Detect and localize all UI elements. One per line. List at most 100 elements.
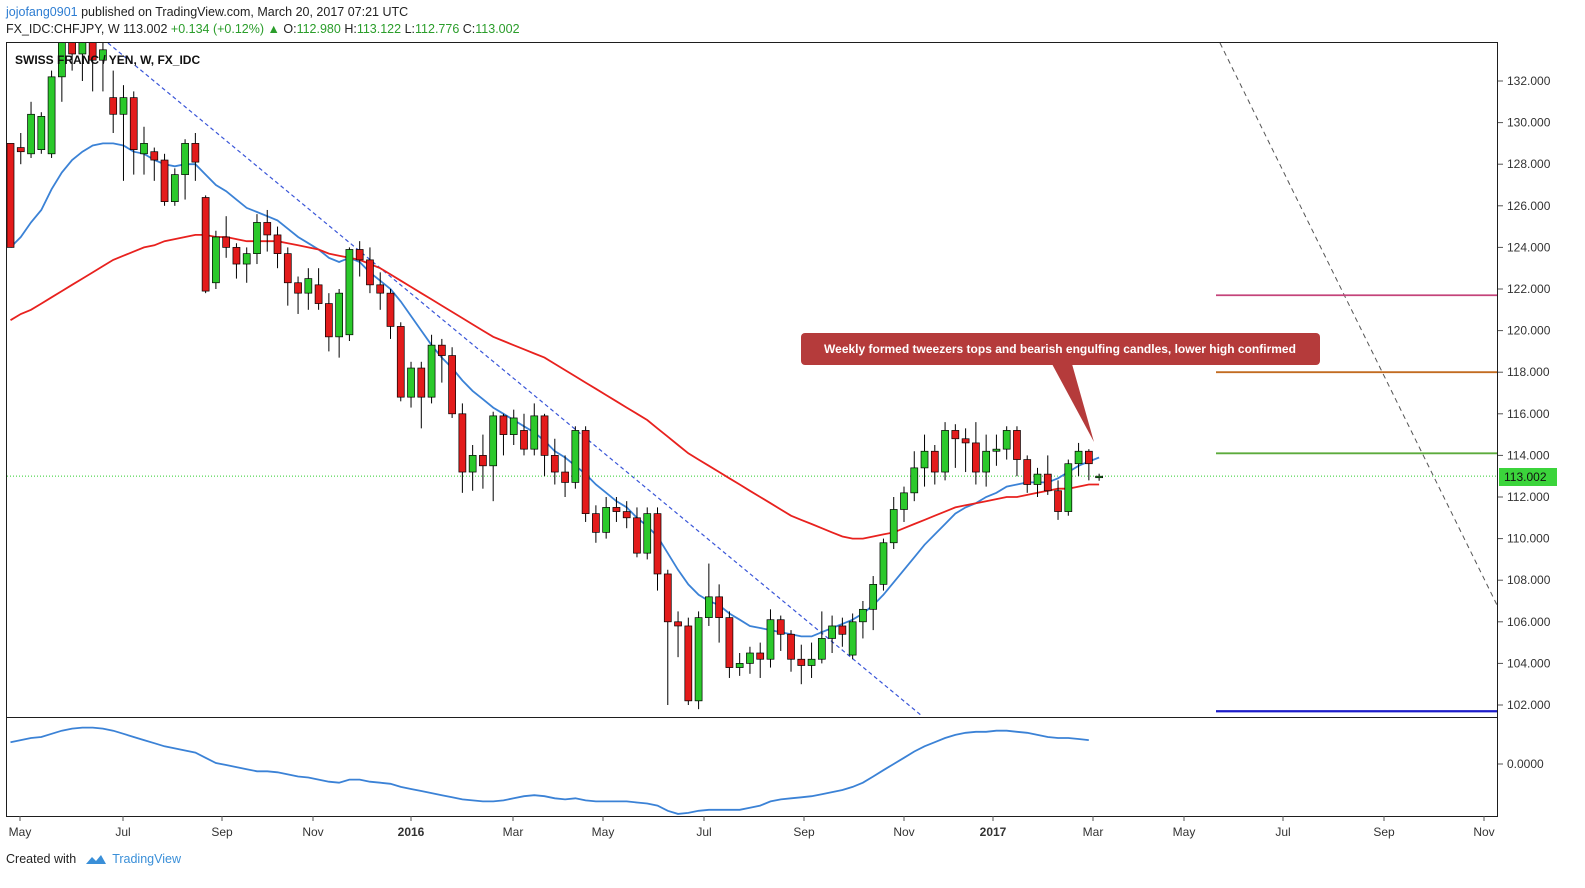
candle-body [643, 513, 652, 554]
time-axis-label: Mar [1083, 825, 1104, 839]
candle-body [561, 471, 569, 483]
price-axis-label: 106.000 [1507, 615, 1551, 629]
candle-body [283, 253, 292, 284]
candle-body [612, 507, 621, 512]
candle [417, 361, 426, 429]
candle [705, 563, 713, 626]
candle [653, 507, 662, 591]
up-arrow-icon: ▲ [267, 22, 280, 36]
close-value: 113.002 [475, 22, 520, 36]
callout-box[interactable] [801, 333, 1320, 365]
candle-body [99, 49, 107, 61]
candle-body [407, 367, 415, 398]
candle [910, 451, 919, 502]
high-label: H: [344, 22, 357, 36]
candle [848, 613, 857, 660]
candle [941, 422, 949, 481]
candle-body [1074, 450, 1083, 465]
candle-body [16, 147, 25, 153]
candle-body [448, 355, 456, 415]
candle [37, 112, 46, 154]
candle [694, 611, 703, 710]
low-label: L: [404, 22, 416, 36]
candle-body [920, 450, 929, 469]
change-value: +0.134 (+0.12%) [170, 22, 265, 36]
candle-body [489, 415, 498, 467]
candle-body [140, 143, 148, 155]
slow-moving-average-line [10, 233, 1100, 540]
candle [386, 289, 395, 339]
time-axis-label: May [1173, 825, 1196, 839]
candle-body [550, 455, 559, 473]
candle-body [1023, 459, 1032, 485]
high-value: 113.122 [356, 22, 402, 36]
time-axis-label: Nov [1473, 825, 1494, 839]
candle [376, 272, 385, 310]
pane-separator[interactable] [6, 717, 1498, 718]
candle-body [37, 116, 46, 150]
candle [325, 293, 333, 352]
candle-body [992, 448, 1001, 452]
candle-body [674, 621, 682, 627]
created-with-label: Created with [6, 852, 77, 866]
candle-body [684, 625, 693, 702]
candle [674, 611, 682, 658]
candle [715, 584, 723, 643]
candle-body [1084, 450, 1093, 465]
candle-body [273, 234, 282, 254]
candle [263, 209, 272, 252]
candle-body [47, 76, 56, 155]
candle-body [571, 430, 580, 483]
candle [1054, 480, 1062, 520]
time-axis-label: May [592, 825, 615, 839]
candle [427, 334, 436, 404]
time-axis-label: Jul [1275, 825, 1290, 839]
candle [951, 424, 960, 468]
candle [78, 43, 87, 81]
price-axis-label: 118.000 [1507, 365, 1550, 379]
candle [283, 247, 292, 306]
candle-body [294, 282, 302, 294]
candle [776, 615, 785, 651]
candle-body [602, 507, 611, 533]
candle-body [57, 43, 66, 78]
candle [201, 195, 210, 294]
price-axis-label: 112.000 [1507, 490, 1550, 504]
candle-body [263, 222, 272, 236]
last-price-tag-box [1499, 468, 1557, 486]
candle [869, 576, 878, 631]
candle-body [869, 584, 878, 610]
candle [140, 126, 148, 175]
candle-body [1064, 463, 1073, 512]
candle-body [366, 259, 374, 286]
footer: Created with TradingView [6, 852, 181, 866]
candle-body [961, 438, 970, 444]
candle [900, 486, 908, 522]
price-axis-label: 104.000 [1507, 656, 1551, 670]
candle-body [27, 113, 35, 155]
last-price: 113.002 [123, 22, 168, 36]
candle [407, 361, 415, 408]
candle [273, 226, 282, 269]
candle-body [88, 43, 97, 61]
author-link[interactable]: jojofang0901 [6, 5, 78, 19]
candle [222, 216, 231, 258]
tradingview-logo[interactable]: TradingView [84, 852, 181, 866]
candle [16, 133, 25, 165]
candle [602, 497, 611, 539]
candle [1084, 449, 1093, 481]
time-axis-label: Sep [793, 825, 815, 839]
annotation-callout[interactable]: Weekly formed tweezers tops and bearish … [801, 333, 1320, 442]
osc-axis-label: 0.0000 [1507, 757, 1544, 771]
candle [68, 43, 76, 71]
candle [1043, 455, 1052, 495]
candle-body [509, 417, 518, 435]
candle-body [653, 513, 662, 575]
candle-body [242, 253, 251, 265]
callout-text: Weekly formed tweezers tops and bearish … [824, 342, 1296, 356]
candle [1023, 455, 1032, 493]
candle-body [735, 663, 744, 668]
candle-body [119, 97, 128, 115]
candle-body [982, 450, 991, 473]
